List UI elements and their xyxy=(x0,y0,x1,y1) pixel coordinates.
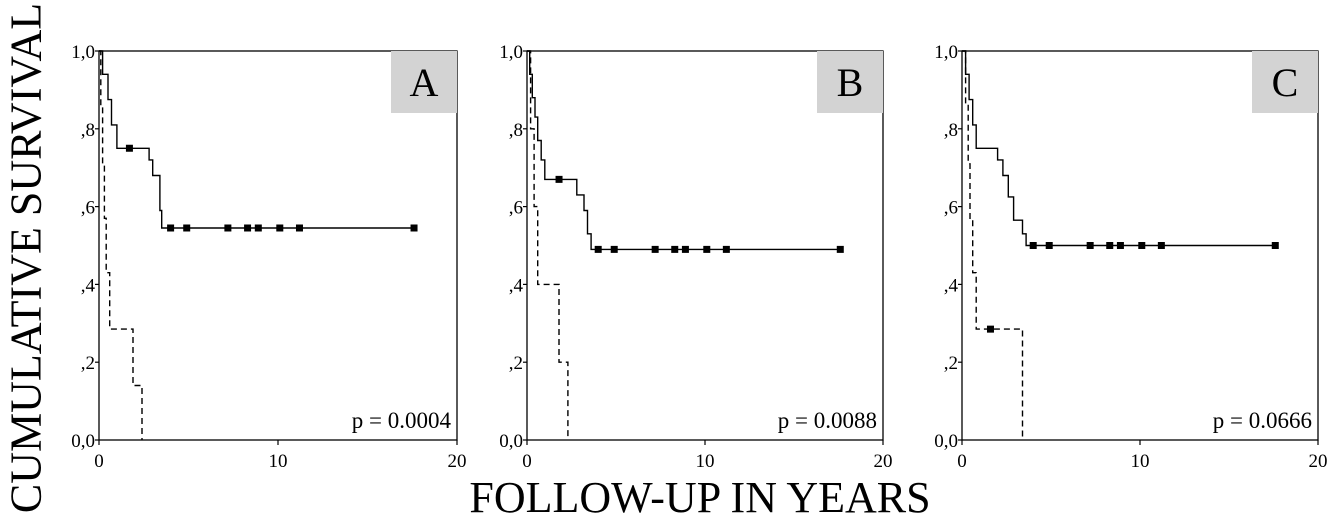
panel-label-box-c xyxy=(1252,51,1318,113)
y-tick-label-b-2: ,4 xyxy=(509,275,524,296)
y-tick-label-a-3: ,6 xyxy=(81,198,95,219)
panel-label-b: B xyxy=(837,60,864,105)
x-tick-label-a-1: 10 xyxy=(269,451,288,472)
x-tick-label-c-2: 20 xyxy=(1309,451,1328,472)
p-value-a: p = 0.0004 xyxy=(352,408,452,433)
censor-mark-c-0-1 xyxy=(1045,242,1053,249)
y-tick-label-c-0: 0,0 xyxy=(934,431,958,452)
censor-mark-a-0-4 xyxy=(244,224,252,232)
y-tick-label-b-3: ,6 xyxy=(509,198,523,219)
y-tick-label-a-5: 1,0 xyxy=(71,42,95,63)
y-tick-label-b-4: ,8 xyxy=(509,120,523,141)
y-tick-label-a-1: ,2 xyxy=(81,353,95,374)
panel-label-box-b xyxy=(817,51,883,113)
censor-mark-a-0-2 xyxy=(183,224,191,232)
censor-mark-a-0-6 xyxy=(276,224,284,232)
y-tick-label-c-1: ,2 xyxy=(944,353,958,374)
y-tick-label-c-5: 1,0 xyxy=(934,42,958,63)
censor-mark-b-0-3 xyxy=(651,245,659,253)
y-tick-label-c-3: ,6 xyxy=(944,198,958,219)
y-tick-label-b-5: 1,0 xyxy=(499,42,523,63)
y-tick-label-a-2: ,4 xyxy=(81,275,96,296)
censor-mark-b-0-4 xyxy=(671,245,679,253)
censor-mark-b-0-7 xyxy=(722,245,730,253)
censor-mark-b-0-5 xyxy=(681,245,689,253)
x-tick-label-b-0: 0 xyxy=(522,451,532,472)
y-tick-label-a-4: ,8 xyxy=(81,120,95,141)
censor-mark-c-0-7 xyxy=(1271,242,1279,249)
x-axis-label: FOLLOW-UP IN YEARS xyxy=(469,473,931,522)
y-tick-label-b-0: 0,0 xyxy=(499,431,523,452)
censor-mark-c-1-0 xyxy=(986,325,994,333)
panel-c: C 0,0 ,2 ,4 ,6 ,8 1,0 0 10 20 p = 0.0666 xyxy=(934,42,1327,472)
series-a-solid xyxy=(99,50,414,229)
y-tick-label-c-4: ,8 xyxy=(944,120,958,141)
censor-mark-c-0-0 xyxy=(1029,242,1037,249)
panel-label-a: A xyxy=(410,60,439,105)
x-tick-label-c-0: 0 xyxy=(957,451,967,472)
censor-mark-b-0-2 xyxy=(610,245,618,253)
censor-mark-c-0-6 xyxy=(1157,242,1165,249)
censor-mark-a-0-0 xyxy=(125,144,133,152)
panel-label-box-a xyxy=(391,51,457,113)
censor-mark-c-0-2 xyxy=(1086,242,1094,249)
series-c-solid xyxy=(962,50,1276,247)
censor-mark-a-0-8 xyxy=(410,224,418,232)
y-tick-label-b-1: ,2 xyxy=(509,353,523,374)
series-b-dashed xyxy=(527,50,569,440)
panel-b: B 0,0 ,2 ,4 ,6 ,8 1,0 0 10 20 p = 0.0088 xyxy=(499,42,892,472)
censor-mark-b-0-6 xyxy=(703,245,711,253)
censor-mark-b-0-8 xyxy=(836,245,844,253)
censor-mark-a-0-1 xyxy=(167,224,175,232)
panel-a: A 0,0 ,2 ,4 ,6 ,8 1,0 0 10 20 p = 0.0004 xyxy=(71,42,466,472)
censor-mark-c-0-4 xyxy=(1116,242,1124,249)
x-tick-label-c-1: 10 xyxy=(1131,451,1150,472)
y-tick-label-c-2: ,4 xyxy=(944,275,959,296)
censor-mark-a-0-5 xyxy=(254,224,262,232)
censor-mark-c-0-5 xyxy=(1138,242,1146,249)
censor-mark-a-0-7 xyxy=(295,224,303,232)
p-value-c: p = 0.0666 xyxy=(1213,408,1312,433)
censor-mark-c-0-3 xyxy=(1106,242,1114,249)
censor-mark-b-0-1 xyxy=(594,245,602,253)
y-tick-label-a-0: 0,0 xyxy=(71,431,95,452)
series-a-dashed xyxy=(99,50,143,440)
x-tick-label-b-1: 10 xyxy=(696,451,715,472)
panel-label-c: C xyxy=(1272,60,1299,105)
x-tick-label-b-2: 20 xyxy=(874,451,893,472)
series-c-dashed xyxy=(962,50,1024,440)
censor-mark-a-0-3 xyxy=(224,224,232,232)
p-value-b: p = 0.0088 xyxy=(778,408,877,433)
series-b-solid xyxy=(527,50,841,251)
x-tick-label-a-0: 0 xyxy=(94,451,104,472)
x-tick-label-a-2: 20 xyxy=(448,451,467,472)
censor-mark-b-0-0 xyxy=(555,175,563,183)
